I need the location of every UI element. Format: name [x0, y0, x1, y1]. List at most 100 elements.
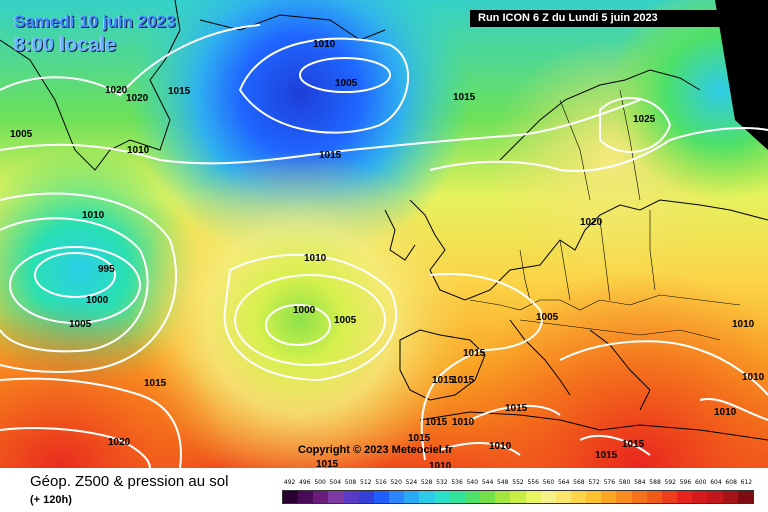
scale-swatch [480, 491, 496, 503]
isobar-label: 1015 [432, 375, 455, 386]
scale-tick-label: 568 [573, 479, 585, 486]
isobar-label: 1005 [10, 129, 33, 140]
isobar-label: 1005 [69, 319, 92, 330]
scale-swatch [464, 491, 481, 503]
isobar-1015-iberia [420, 273, 543, 461]
scale-swatch [510, 491, 526, 503]
isobar-label: 1010 [127, 145, 150, 156]
isobar-1020-southwest [0, 427, 151, 468]
isobar-label: 1015 [453, 92, 476, 103]
isobar-label: 1005 [335, 78, 358, 89]
scale-swatch [586, 491, 602, 503]
coastlines [0, 0, 768, 441]
scale-swatch [389, 491, 405, 503]
isobar-1015-southwest [0, 377, 182, 468]
isobar-label: 1015 [425, 417, 448, 428]
scale-tick-label: 508 [344, 479, 357, 486]
scale-tick-label: 604 [710, 479, 722, 486]
scale-swatch [707, 491, 723, 503]
isobar-label: 1010 [82, 210, 105, 221]
isobar-label: 1020 [108, 437, 131, 448]
southwest-hot-field [0, 0, 768, 468]
weather-map: 1010 1005 1020 1020 1015 1005 1015 1025 … [0, 0, 768, 468]
scale-swatch [343, 491, 359, 503]
isobar-1015-east [559, 340, 768, 396]
isobar-label: 1010 [429, 461, 452, 468]
scale-tick-label: 532 [436, 479, 448, 486]
isobar-label: 1010 [489, 441, 512, 452]
isobar-label: 1020 [105, 85, 128, 96]
scale-tick-label: 524 [405, 479, 418, 486]
isobar-1010-west [0, 192, 178, 374]
isobar-label: 1015 [408, 433, 431, 444]
isobar-label: 1015 [168, 86, 191, 97]
scale-tick-label: 492 [283, 479, 296, 486]
scale-tick-label: 560 [542, 479, 555, 486]
isobar-1010-atlantic [223, 253, 398, 382]
scale-tick-label: 612 [740, 479, 753, 486]
scale-tick-label: 600 [694, 479, 707, 486]
isobar-1015-southeast [579, 435, 651, 456]
scale-swatch [298, 491, 314, 503]
forecast-time: 8:00 locale [14, 34, 117, 56]
scale-tick-label: 520 [390, 479, 402, 486]
color-scale-labels: 492 496 500 504 508 512 516 520 524 528 532 536 540 5… [282, 479, 754, 489]
scale-tick-label: 528 [420, 479, 433, 486]
isobar-label: 1010 [304, 253, 327, 264]
scale-swatch [373, 491, 390, 503]
scale-tick-label: 576 [603, 479, 616, 486]
scale-swatch [722, 491, 738, 503]
isobar-label: 1010 [732, 319, 755, 330]
scale-swatch [495, 491, 511, 503]
scale-tick-label: 584 [634, 479, 646, 486]
scale-swatch [328, 491, 344, 503]
scale-swatch [525, 491, 541, 503]
scale-swatch [661, 491, 678, 503]
isobar-label: 1005 [334, 315, 357, 326]
scale-tick-label: 592 [664, 479, 676, 486]
legend-title: Géop. Z500 & pression au sol [30, 473, 229, 490]
scale-swatch [540, 491, 556, 503]
isobar-labels: 1010 1005 1020 1020 1015 1005 1015 1025 … [10, 39, 765, 468]
isobar-1015-med [469, 404, 561, 421]
scale-tick-label: 540 [466, 479, 479, 486]
isobar-label: 1015 [319, 150, 342, 161]
scale-swatch [358, 491, 374, 503]
scale-swatch [646, 491, 662, 503]
isobar-label: 1010 [452, 417, 475, 428]
scale-tick-label: 496 [299, 479, 311, 486]
isobar-995-west [34, 252, 116, 298]
isobar-label: 1010 [313, 39, 336, 50]
scale-swatch [616, 491, 632, 503]
scale-tick-label: 548 [497, 479, 509, 486]
scale-swatch [449, 491, 465, 503]
scale-tick-label: 536 [451, 479, 463, 486]
scale-swatch [283, 491, 299, 503]
color-scale-bar [282, 490, 754, 504]
scale-tick-label: 500 [314, 479, 326, 486]
isobar-label: 995 [98, 264, 115, 275]
scale-swatch [404, 491, 420, 503]
isobar-1020-northwest [0, 24, 261, 97]
isobar-label: 1005 [536, 312, 559, 323]
legend-subtitle: (+ 120h) [30, 494, 72, 506]
isobar-1020-europe [429, 127, 768, 172]
scale-tick-label: 552 [512, 479, 524, 486]
scale-swatch [419, 491, 435, 503]
scale-swatch [692, 491, 708, 503]
scale-swatch [631, 491, 647, 503]
legend-footer: Géop. Z500 & pression au sol (+ 120h) 49… [0, 468, 768, 512]
scale-tick-label: 588 [649, 479, 661, 486]
isobar-1000-atlantic [265, 304, 331, 346]
country-borders [469, 89, 741, 341]
copyright-notice: Copyright © 2023 Meteociel.fr [298, 444, 453, 456]
no-data-area [715, 0, 768, 150]
isobar-label: 1015 [505, 403, 528, 414]
scale-tick-label: 608 [725, 479, 737, 486]
scale-swatch [601, 491, 617, 503]
isobar-1005-atlantic [234, 274, 386, 366]
isobar-label: 1000 [293, 305, 316, 316]
isobar-label: 1015 [622, 439, 645, 450]
isobar-label: 1020 [580, 217, 603, 228]
scale-tick-label: 556 [527, 479, 539, 486]
